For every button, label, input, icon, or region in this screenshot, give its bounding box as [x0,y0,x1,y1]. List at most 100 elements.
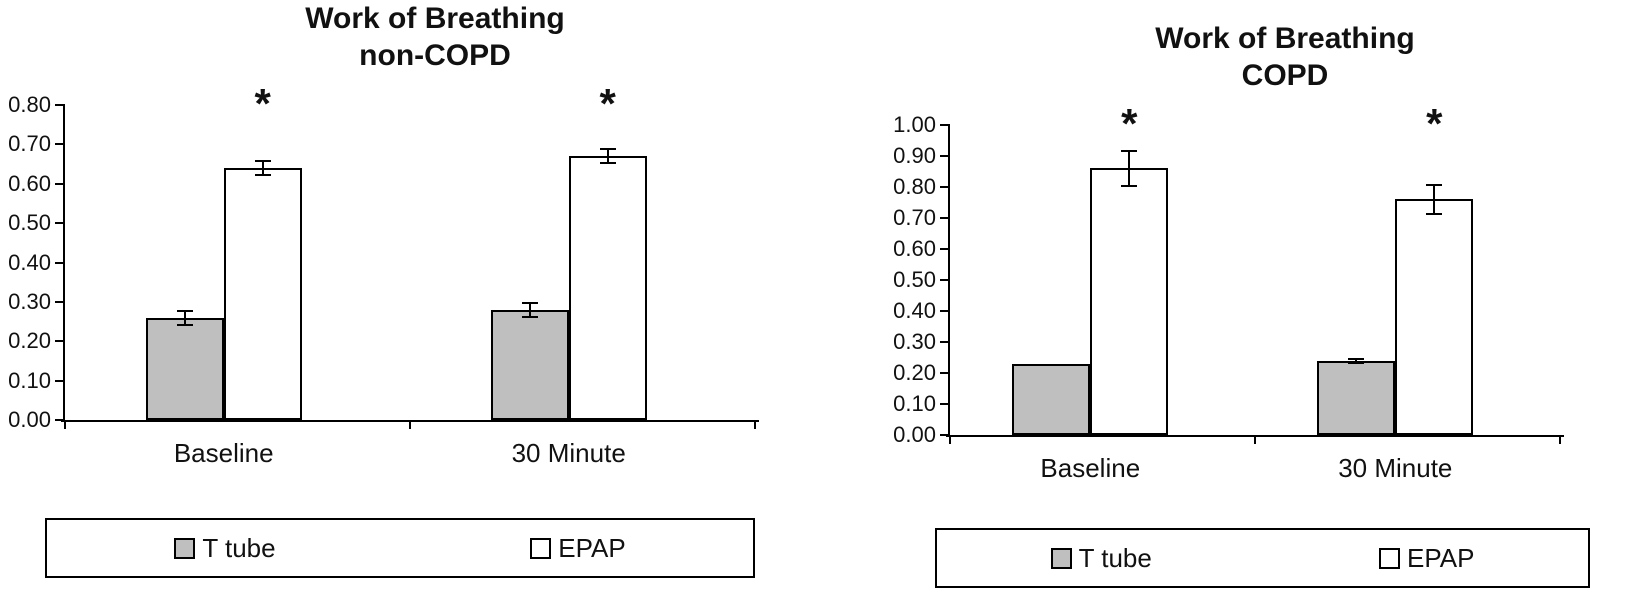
error-bar-cap-top [176,309,193,312]
y-axis-tick [55,222,65,225]
y-axis-tick [940,155,950,157]
y-axis-label: 0.90 [893,143,936,168]
legend-swatch-epap-icon [1378,547,1400,569]
legend-item-epap: EPAP [530,533,626,564]
error-bar-cap-bottom [521,315,538,318]
y-axis-tick [55,182,65,185]
y-axis-tick [940,403,950,405]
x-axis-tick [64,420,66,429]
legend-item-epap: EPAP [1378,543,1474,574]
error-bar-line [261,160,264,176]
chart-title: Work of Breathing [305,2,565,35]
error-bar-line [1433,183,1436,215]
x-axis-tick [409,420,411,429]
y-axis-tick [940,372,950,374]
error-bar [1426,183,1443,215]
error-bar [176,309,193,326]
y-axis-tick [55,104,65,106]
y-axis-label: 0.10 [8,367,51,393]
y-axis-tick [55,300,65,303]
error-bar-cap-bottom [1426,212,1443,215]
chart-work-of-breathing-copd: Work of Breathing COPD 0.00 0.10 0.20 0.30 0… [880,0,1631,611]
error-bar-cap-top [254,160,271,163]
chart-subtitle: non-COPD [359,39,511,72]
x-axis-tick [949,435,951,444]
y-axis-tick [55,143,65,146]
error-bar-cap-top [1348,357,1365,360]
y-axis-label: 1.00 [893,112,936,137]
x-axis-tick [754,420,756,429]
y-axis-tick [940,341,950,343]
error-bar-cap-bottom [254,173,271,176]
category-label: Baseline [1040,453,1141,483]
error-bar [1348,357,1365,364]
bar-epap [1395,199,1474,435]
y-axis-label: 0.20 [8,328,51,354]
error-bar-cap-top [521,301,538,304]
y-axis-tick [55,261,65,264]
y-axis-tick [940,279,950,281]
y-axis-label: 0.20 [893,360,936,385]
error-bar-line [1355,357,1358,364]
legend-item-t-tube: T tube [174,533,276,564]
error-bar-line [528,301,531,318]
error-bar-cap-bottom [1348,361,1365,364]
error-bar [521,301,538,318]
y-axis-label: 0.60 [893,236,936,261]
error-bar-line [606,148,609,165]
legend: T tube EPAP [935,528,1590,588]
category-label: 30 Minute [511,438,626,468]
bar-t-tube [145,317,224,420]
y-axis-tick [55,340,65,343]
significance-asterisk: * [254,80,271,127]
y-axis-label: 0.00 [893,422,936,447]
y-axis-label: 0.00 [8,407,51,432]
y-axis-label: 0.40 [893,298,936,323]
bar-t-tube [1317,360,1396,435]
error-bar [1121,149,1138,187]
y-axis-tick [940,434,950,436]
error-bar [254,160,271,176]
bar-epap [568,156,647,420]
y-axis-tick [55,419,65,421]
y-axis-tick [55,379,65,382]
legend-swatch-t-tube-icon [174,537,196,559]
error-bar-line [183,309,186,326]
y-axis-label: 0.10 [893,391,936,416]
error-bar-cap-top [1426,183,1443,186]
y-axis-label: 0.30 [8,288,51,314]
chart-title-block: Work of Breathing COPD [980,20,1590,94]
plot-area: 0.00 0.10 0.20 0.30 0.40 0.50 0.60 0.70 0.80 0.90… [893,103,1564,483]
error-bar-cap-top [1121,149,1138,152]
error-bar-cap-bottom [1121,184,1138,187]
error-bar [599,148,616,165]
legend-swatch-epap-icon [530,537,552,559]
y-axis-tick [940,248,950,250]
y-axis-label: 0.40 [8,249,51,275]
legend-label-t-tube: T tube [1078,542,1152,573]
y-axis-tick [940,310,950,312]
y-axis-label: 0.60 [8,170,51,196]
significance-asterisk: * [599,80,616,127]
x-axis-tick [1254,435,1256,444]
y-axis-tick [940,186,950,188]
y-axis-label: 0.50 [8,210,51,236]
error-bar-cap-bottom [599,162,616,165]
bar-epap [223,168,302,420]
significance-asterisk: * [1121,100,1138,147]
y-axis-label: 0.50 [893,267,936,292]
plot-area: 0.00 0.10 0.20 0.30 0.40 0.50 0.60 0.70 0.80 * Bas… [8,83,759,468]
y-axis-tick [940,217,950,219]
category-label: 30 Minute [1338,453,1453,483]
legend-item-t-tube: T tube [1050,542,1152,574]
bar-epap [1090,168,1169,435]
legend-swatch-t-tube-icon [1050,547,1072,569]
category-label: Baseline [173,438,274,468]
bar-t-tube [490,309,569,420]
y-axis-label: 0.80 [8,92,51,117]
significance-asterisk: * [1426,100,1443,147]
y-axis-label: 0.30 [893,329,936,354]
y-axis-tick [940,124,950,126]
legend: T tube EPAP [45,518,755,578]
y-axis-label: 0.70 [8,131,51,157]
